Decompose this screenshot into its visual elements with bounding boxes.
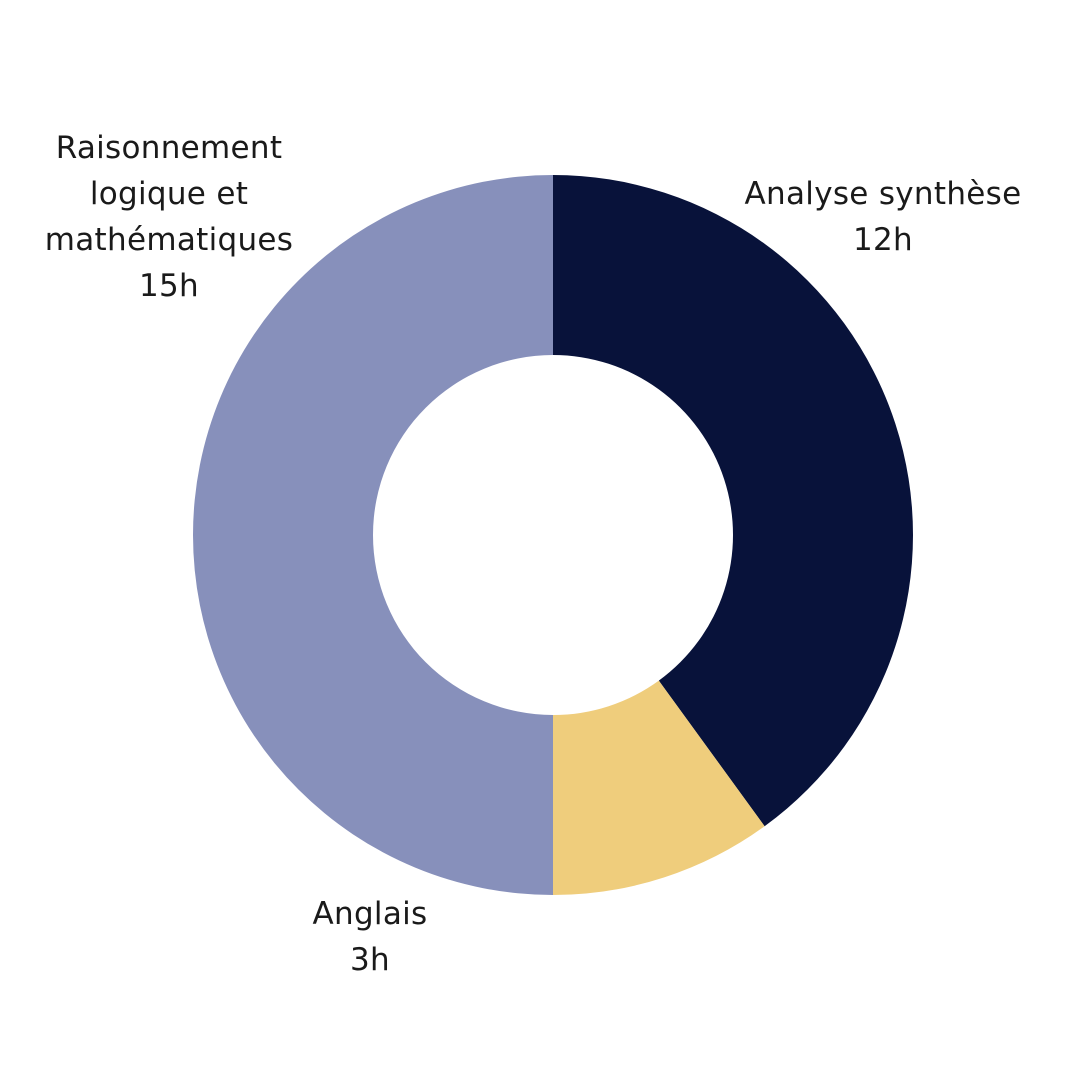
slice-label-raisonnement: Raisonnement logique et mathématiques 15… xyxy=(14,125,324,309)
slice-label-name: Raisonnement xyxy=(55,130,283,166)
slice-label-name: logique et xyxy=(89,176,249,212)
slice-label-value: 15h xyxy=(139,268,199,304)
slice-label-anglais: Anglais 3h xyxy=(270,891,470,983)
donut-slice-raison xyxy=(193,175,553,895)
donut-slice-analyse xyxy=(553,175,913,827)
slice-label-name: Anglais xyxy=(312,896,428,932)
slice-label-analyse-synthese: Analyse synthèse 12h xyxy=(730,171,1036,263)
donut-slice-anglais xyxy=(553,680,765,895)
slice-label-name: Analyse synthèse xyxy=(744,176,1022,212)
slice-label-value: 12h xyxy=(853,222,913,258)
slice-label-value: 3h xyxy=(350,942,390,978)
slice-label-name: mathématiques xyxy=(44,222,294,258)
